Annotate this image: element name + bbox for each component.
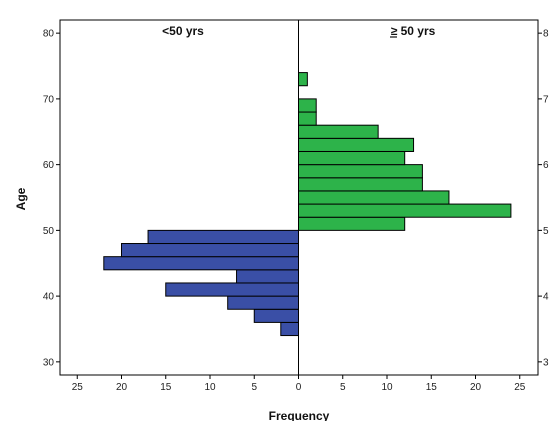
right-panel-label: ≥ 50 yrs — [391, 24, 436, 38]
x-tick-label: 10 — [204, 382, 216, 393]
x-tick-label: 25 — [514, 382, 526, 393]
left-bar — [236, 269, 300, 284]
left-bar — [227, 295, 299, 310]
right-panel-label-box — [374, 21, 451, 40]
x-tick-label: 10 — [381, 382, 393, 393]
y-tick-label: 30 — [43, 357, 55, 368]
left-bar — [103, 256, 299, 271]
y-tick-label: 60 — [43, 160, 55, 171]
left-panel-label-box — [145, 21, 222, 40]
right-bar — [298, 111, 317, 126]
right-y-tick-label: 7 — [543, 94, 549, 105]
y-tick-label: 50 — [43, 226, 55, 237]
x-tick-label: 20 — [116, 382, 128, 393]
right-bar — [298, 137, 415, 152]
y-tick-label: 40 — [43, 292, 55, 303]
right-bar — [298, 177, 423, 192]
right-bar — [298, 124, 379, 139]
left-bar — [147, 229, 299, 245]
right-y-tick-label: 3 — [543, 357, 549, 368]
left-bar — [280, 321, 299, 337]
x-tick-label: 25 — [72, 382, 84, 393]
right-bar — [298, 72, 308, 87]
x-tick-label: 0 — [296, 382, 302, 393]
x-axis-title: Frequency — [269, 409, 330, 421]
right-bar — [298, 216, 406, 231]
right-bar — [298, 203, 512, 218]
y-tick-label: 70 — [43, 94, 55, 105]
right-bar — [298, 150, 406, 166]
left-bar — [165, 282, 299, 297]
right-bars-group — [298, 72, 512, 231]
x-tick-label: 15 — [426, 382, 438, 393]
x-tick-label: 20 — [470, 382, 482, 393]
right-y-tick-label: 5 — [543, 226, 549, 237]
right-y-tick-label: 8 — [543, 29, 549, 40]
x-tick-label: 5 — [340, 382, 346, 393]
right-y-tick-label: 4 — [543, 292, 549, 303]
right-bar — [298, 190, 450, 205]
y-axis-title: Age — [14, 187, 28, 210]
right-y-tick-label: 6 — [543, 160, 549, 171]
left-panel-label: <50 yrs — [162, 24, 204, 38]
x-ticks: 25 20 15 10 5 0 5 10 15 20 25 — [72, 375, 526, 393]
right-y-ticks: 3 4 5 6 7 8 — [538, 29, 549, 368]
x-tick-label: 5 — [251, 382, 257, 393]
y-tick-label: 80 — [43, 29, 55, 40]
left-y-ticks: 30 40 50 60 70 80 — [43, 29, 60, 368]
x-tick-label: 15 — [160, 382, 172, 393]
left-bar — [253, 308, 299, 323]
right-bar — [298, 98, 317, 113]
left-bar — [121, 243, 299, 258]
right-bar — [298, 164, 423, 179]
